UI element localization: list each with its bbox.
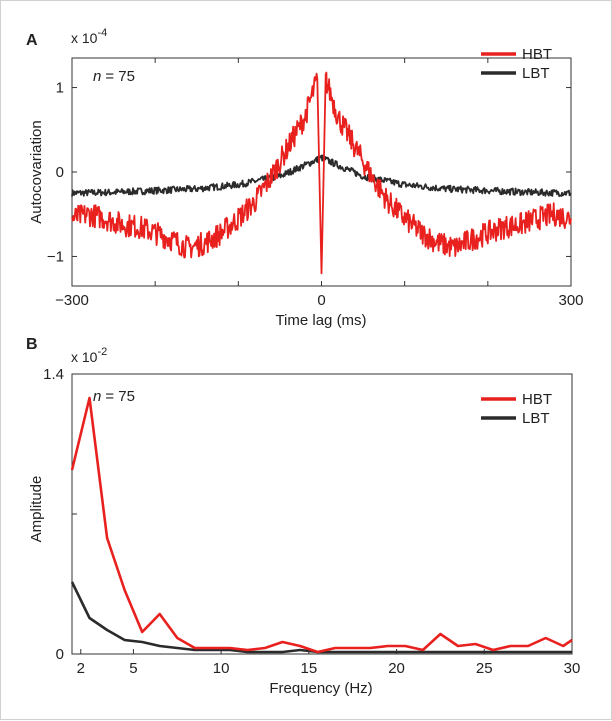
panel-b-scale-label: x 10-2 <box>71 346 107 365</box>
panel-b-y-tick-label: 1.4 <box>43 366 64 383</box>
panel-a-y-axis-label: Autocovariation <box>28 120 45 223</box>
panel-b-series-hbt-line <box>70 396 573 654</box>
panel-a-series-hbt-line <box>71 71 572 275</box>
panel-a-x-tick-label: −300 <box>55 292 89 309</box>
panel-b-x-tick-label: 15 <box>300 660 317 677</box>
panel-a-x-tick-label: 300 <box>558 292 583 309</box>
panel-a-letter: A <box>26 32 38 49</box>
panel-b-annotation: n = 75 <box>93 388 135 405</box>
panel-b-legend-label-lbt: LBT <box>522 410 550 427</box>
panel-a-series-lbt-line <box>71 154 572 198</box>
panel-a-y-tick-label: 1 <box>56 80 64 97</box>
panel-b-x-tick-label: 5 <box>129 660 137 677</box>
panel-a-ticks: −300 0 300 −1 0 1 <box>47 58 584 309</box>
panel-a-y-tick-label: 0 <box>56 164 64 181</box>
panel-a-scale-label: x 10-4 <box>71 27 107 46</box>
panel-b-x-tick-label: 20 <box>388 660 405 677</box>
panel-a-series <box>71 71 572 275</box>
panel-a-legend: HBT LBT <box>481 46 552 82</box>
panel-b-series <box>70 396 573 654</box>
panel-b-legend: HBT LBT <box>481 391 552 427</box>
panel-a-legend-label-lbt: LBT <box>522 65 550 82</box>
panel-a-annotation: n = 75 <box>93 68 135 85</box>
panel-a: A x 10-4 n = 75 −300 0 300 −1 0 1 Time lag (ms… <box>26 27 584 329</box>
panel-b-plot-frame <box>71 373 573 655</box>
panel-a-y-tick-label: −1 <box>47 248 64 265</box>
panel-b-y-axis-label: Amplitude <box>28 476 45 543</box>
panel-a-legend-label-hbt: HBT <box>522 46 552 63</box>
panel-b-x-tick-label: 2 <box>77 660 85 677</box>
panel-b-series-lbt-line <box>70 581 572 654</box>
panel-b-letter: B <box>26 336 38 353</box>
panel-b-x-tick-label: 30 <box>564 660 581 677</box>
panel-b-x-tick-label: 25 <box>476 660 493 677</box>
panel-b-legend-label-hbt: HBT <box>522 391 552 408</box>
panel-b-x-axis-label: Frequency (Hz) <box>269 680 372 697</box>
panel-a-x-tick-label: 0 <box>317 292 325 309</box>
panel-b-y-tick-label: 0 <box>56 646 64 663</box>
panel-b-x-tick-label: 10 <box>213 660 230 677</box>
panel-a-x-axis-label: Time lag (ms) <box>275 312 366 329</box>
